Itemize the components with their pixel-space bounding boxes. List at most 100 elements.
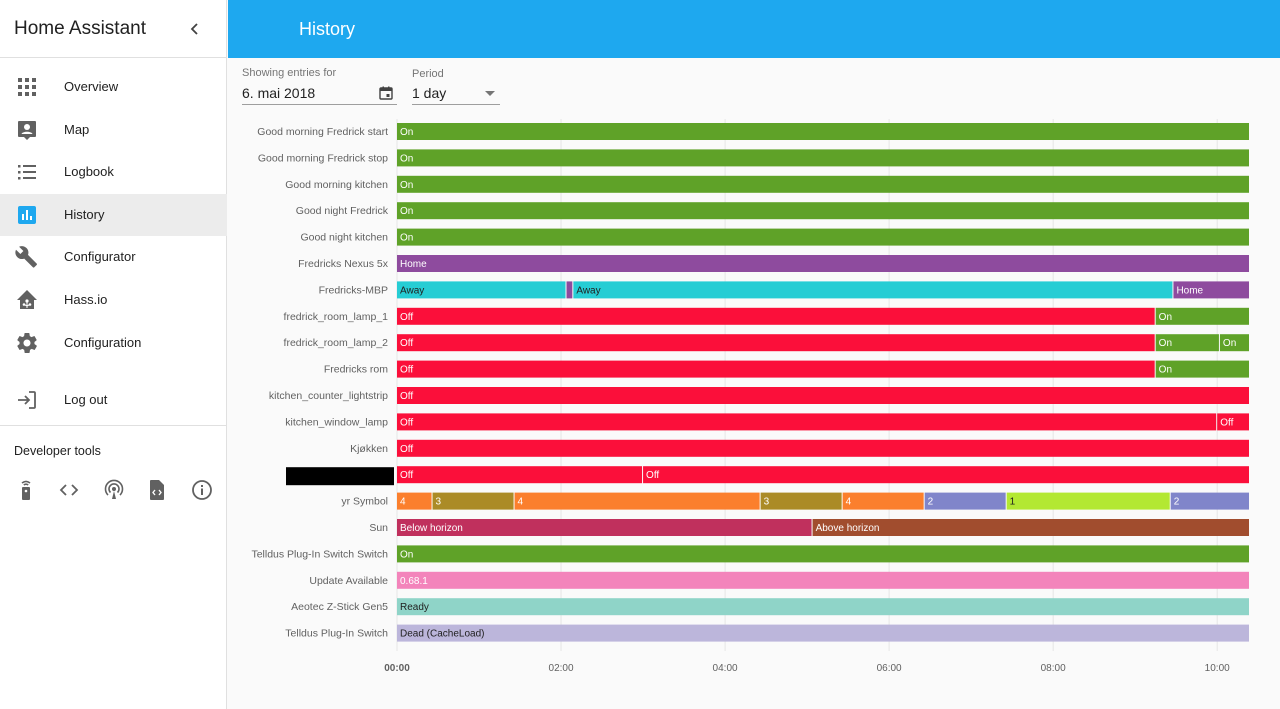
state-segment bbox=[397, 466, 643, 484]
state-segment bbox=[397, 519, 812, 536]
date-picker[interactable]: Showing entries for 6. mai 2018 bbox=[242, 67, 397, 107]
sidebar-item-configuration[interactable]: Configuration bbox=[0, 322, 227, 364]
row-label: Telldus Plug-In Switch bbox=[285, 628, 388, 640]
state-segment bbox=[566, 281, 573, 299]
sidebar-item-overview[interactable]: Overview bbox=[0, 66, 227, 108]
logout-button[interactable]: Log out bbox=[0, 379, 227, 421]
collapse-sidebar-button[interactable] bbox=[184, 18, 206, 40]
state-segment bbox=[397, 439, 1249, 457]
calendar-icon[interactable] bbox=[379, 86, 393, 100]
state-segment bbox=[397, 571, 1249, 589]
state-label: 4 bbox=[400, 497, 406, 508]
sidebar: Home Assistant Overview Map bbox=[0, 0, 227, 709]
state-label: On bbox=[400, 549, 413, 560]
dev-tool-info-button[interactable] bbox=[190, 478, 214, 502]
sidebar-item-label: Logbook bbox=[64, 164, 114, 179]
code-icon bbox=[59, 484, 79, 496]
state-segment bbox=[1170, 492, 1249, 510]
row-label: Fredricks-MBP bbox=[319, 284, 388, 296]
home-assistant-icon bbox=[17, 290, 37, 309]
row-label: Fredricks rom bbox=[324, 364, 388, 376]
state-segment bbox=[1217, 413, 1249, 431]
row-label: Aeotec Z-Stick Gen5 bbox=[291, 601, 388, 613]
chart-bar-icon bbox=[18, 206, 36, 224]
row-label: Good morning kitchen bbox=[285, 179, 388, 191]
sidebar-item-map[interactable]: Map bbox=[0, 109, 227, 151]
state-segment bbox=[1006, 492, 1170, 510]
state-label: Home bbox=[400, 259, 427, 270]
state-label: Away bbox=[400, 285, 424, 296]
state-segment bbox=[1173, 281, 1249, 299]
dev-tool-templates-button[interactable] bbox=[57, 478, 81, 502]
state-label: Off bbox=[400, 417, 413, 428]
state-segment bbox=[397, 255, 1249, 272]
state-segment bbox=[760, 492, 842, 510]
state-label: 3 bbox=[764, 497, 770, 508]
x-tick-label: 00:00 bbox=[384, 663, 410, 674]
state-segment bbox=[397, 123, 1249, 140]
x-tick-label: 02:00 bbox=[549, 663, 574, 674]
chevron-down-icon bbox=[485, 91, 495, 96]
state-segment bbox=[1155, 360, 1249, 378]
apps-icon bbox=[18, 78, 36, 96]
row-label: Sun bbox=[369, 522, 388, 534]
state-segment bbox=[924, 492, 1006, 510]
row-label: kitchen_window_lamp bbox=[285, 416, 388, 428]
list-icon bbox=[18, 165, 36, 180]
chevron-left-icon bbox=[190, 23, 198, 35]
sidebar-item-hassio[interactable]: Hass.io bbox=[0, 279, 227, 321]
sidebar-item-label: Configuration bbox=[64, 335, 142, 350]
row-label: yr Symbol bbox=[341, 496, 388, 508]
state-label: On bbox=[1223, 338, 1236, 349]
state-segment bbox=[397, 334, 1155, 352]
state-label: Ready bbox=[400, 602, 429, 613]
state-segment bbox=[397, 387, 1249, 404]
state-label: On bbox=[400, 206, 413, 217]
file-xml-icon bbox=[150, 480, 164, 500]
state-label: Off bbox=[400, 338, 413, 349]
x-tick-label: 10:00 bbox=[1205, 663, 1230, 674]
state-label: Above horizon bbox=[816, 523, 880, 534]
state-segment bbox=[514, 492, 760, 510]
sidebar-item-label: Configurator bbox=[64, 249, 136, 264]
state-label: On bbox=[400, 127, 413, 138]
map-pin-icon bbox=[18, 121, 36, 140]
dev-tool-mqtt-button[interactable] bbox=[145, 478, 169, 502]
dev-tool-services-button[interactable] bbox=[14, 478, 38, 502]
sidebar-item-label: Map bbox=[64, 122, 90, 137]
state-segment bbox=[397, 492, 432, 510]
state-segment bbox=[812, 519, 1249, 536]
row-label: Kjøkken bbox=[350, 443, 388, 455]
sidebar-header: Home Assistant bbox=[0, 0, 227, 58]
state-segment bbox=[397, 624, 1249, 642]
state-segment bbox=[397, 413, 1217, 431]
wrench-icon bbox=[15, 246, 37, 268]
period-select-value: 1 day bbox=[412, 85, 447, 101]
sidebar-item-configurator[interactable]: Configurator bbox=[0, 236, 227, 278]
date-picker-value[interactable]: 6. mai 2018 bbox=[242, 85, 316, 101]
dev-tool-events-button[interactable] bbox=[102, 478, 126, 502]
state-label: Away bbox=[576, 285, 600, 296]
x-tick-label: 08:00 bbox=[1041, 663, 1066, 674]
sidebar-item-label: Overview bbox=[64, 79, 119, 94]
state-label: Dead (CacheLoad) bbox=[400, 629, 485, 640]
timeline-svg: Good morning Fredrick start On Good mornin… bbox=[251, 119, 1249, 674]
row-label: kitchen_counter_lightstrip bbox=[269, 390, 388, 402]
sidebar-divider bbox=[0, 425, 227, 426]
state-label: Off bbox=[646, 470, 659, 481]
row-label: Fredricks Nexus 5x bbox=[298, 258, 389, 270]
sidebar-item-logbook[interactable]: Logbook bbox=[0, 151, 227, 193]
state-label: On bbox=[400, 233, 413, 244]
state-segment bbox=[432, 492, 514, 510]
state-label: Home bbox=[1176, 285, 1203, 296]
x-tick-label: 06:00 bbox=[877, 663, 902, 674]
state-label: On bbox=[400, 180, 413, 191]
logout-icon bbox=[18, 391, 36, 409]
info-icon bbox=[192, 480, 212, 500]
period-select[interactable]: Period 1 day bbox=[412, 67, 500, 107]
state-label: Below horizon bbox=[400, 523, 463, 534]
sidebar-item-history[interactable]: History bbox=[0, 194, 227, 236]
sidebar-item-label: History bbox=[64, 207, 105, 222]
row-label: fredrick_room_lamp_1 bbox=[284, 311, 389, 323]
state-label: On bbox=[1159, 312, 1172, 323]
